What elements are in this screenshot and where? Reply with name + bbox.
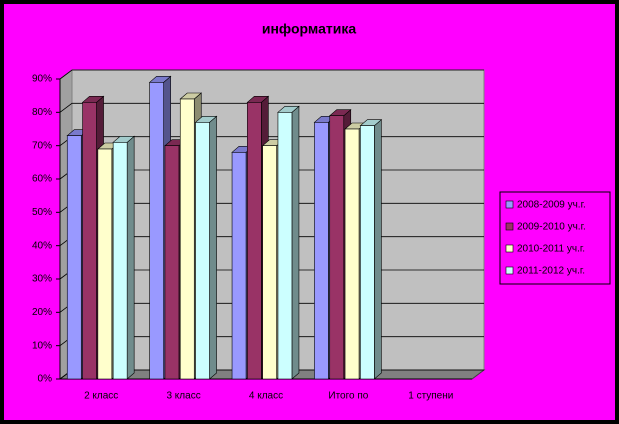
y-tick-label: 0%	[38, 374, 53, 385]
bar	[277, 112, 293, 380]
bar	[97, 148, 113, 380]
bar	[66, 135, 82, 380]
y-tick-label: 80%	[32, 107, 52, 118]
y-tick-label: 70%	[32, 140, 52, 151]
x-tick-label: 1 ступени	[408, 391, 453, 402]
bar	[360, 125, 375, 380]
legend-swatch	[505, 266, 514, 275]
legend-swatch	[505, 222, 514, 231]
bar-side	[209, 115, 217, 380]
y-tick-label: 50%	[32, 207, 52, 218]
x-tick-label: 4 класс	[249, 391, 283, 402]
bar	[329, 115, 345, 380]
x-tick-label: Итого по	[328, 391, 368, 402]
bar	[231, 152, 247, 380]
bar	[82, 102, 97, 380]
bar	[247, 102, 262, 380]
grid-line	[59, 102, 484, 113]
legend-label: 2010-2011 уч.г.	[517, 244, 585, 255]
y-tick-label: 10%	[32, 340, 52, 351]
legend-box	[499, 191, 611, 285]
bar	[314, 122, 329, 380]
grid-line	[59, 69, 484, 80]
bar	[195, 122, 210, 380]
legend-label: 2009-2010 уч.г.	[517, 222, 586, 233]
x-tick-label: 2 класс	[84, 391, 118, 402]
legend-label: 2008-2009 уч.г.	[517, 200, 586, 211]
chart-title: информатика	[262, 21, 356, 37]
y-tick-label: 90%	[32, 74, 52, 85]
bar-side	[126, 135, 135, 380]
bar-side	[374, 119, 382, 380]
y-tick-label: 40%	[32, 240, 52, 251]
bar	[179, 98, 195, 380]
bar	[164, 145, 180, 380]
x-tick-label: 3 класс	[166, 391, 200, 402]
bar	[149, 82, 164, 380]
bar	[262, 145, 277, 380]
y-tick-label: 20%	[32, 307, 52, 318]
bar	[344, 128, 360, 380]
y-tick-label: 60%	[32, 174, 52, 185]
legend-swatch	[505, 244, 514, 253]
y-tick-label: 30%	[32, 274, 52, 285]
bar	[112, 142, 128, 380]
legend-label: 2011-2012 уч.г.	[517, 266, 585, 277]
legend-swatch	[505, 200, 514, 209]
bar-side	[291, 105, 300, 380]
